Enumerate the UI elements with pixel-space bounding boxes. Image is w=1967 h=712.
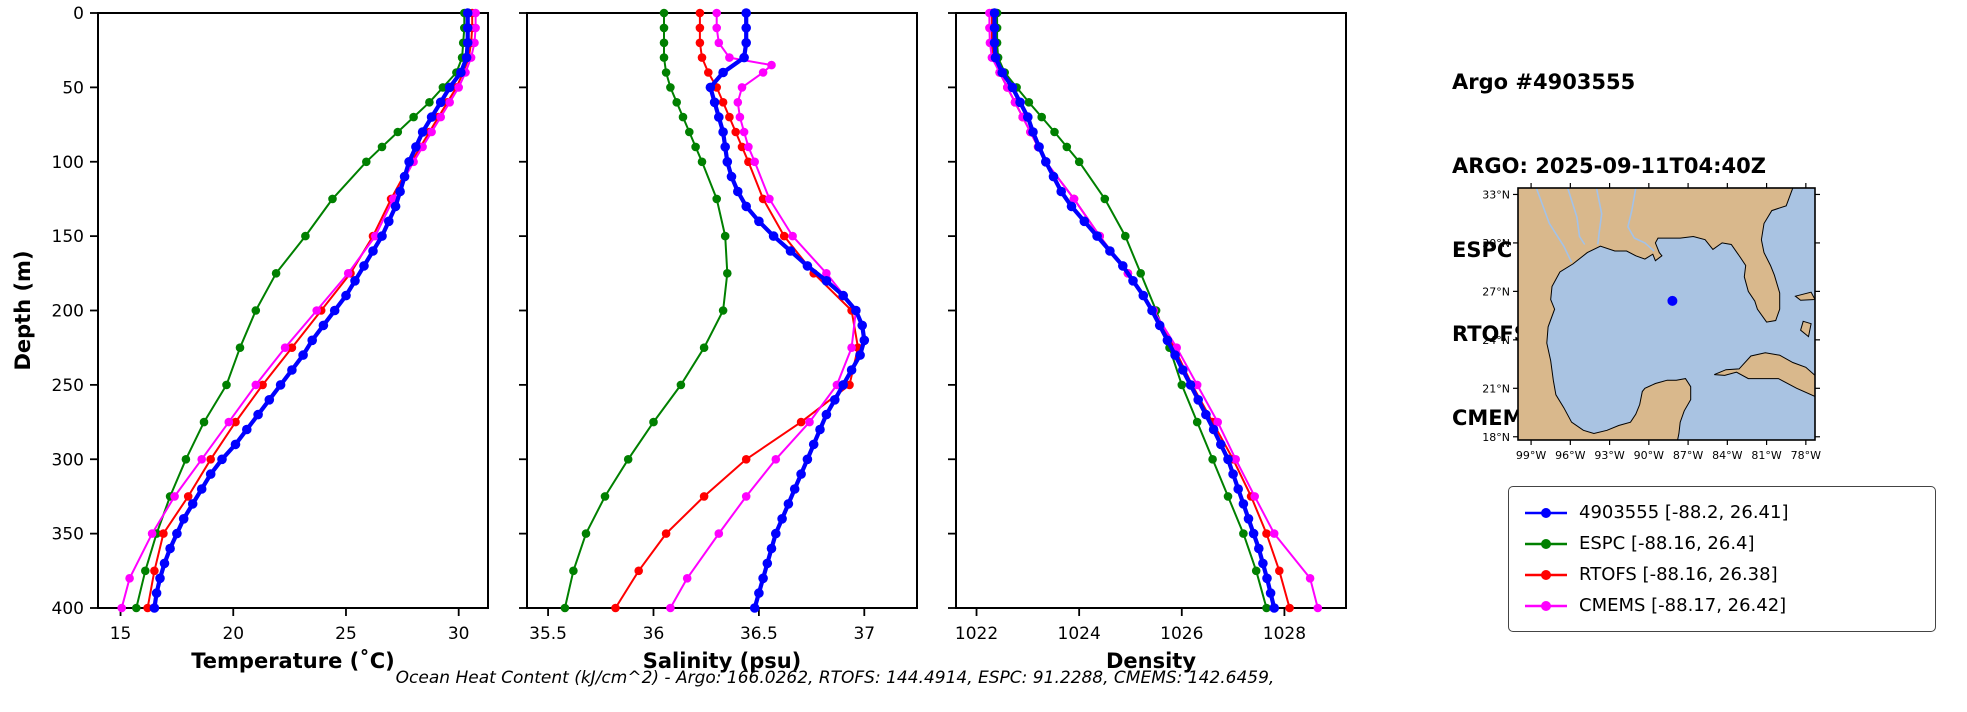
legend-entry-2: RTOFS [-88.16, 26.38] [1523,559,1921,590]
legend-marker-icon [1525,569,1567,580]
legend: 4903555 [-88.2, 26.41] ESPC [-88.16, 26.4… [1508,486,1936,632]
y-tick-label: 150 [52,227,84,247]
map-lat-label: 27°N [1482,285,1510,298]
legend-entry-label: CMEMS [-88.17, 26.42] [1579,595,1787,616]
series-CMEMS-line [669,12,857,609]
x-tick-label: 25 [335,624,357,644]
legend-entry-1: ESPC [-88.16, 26.4] [1523,528,1921,559]
float-location-dot [1667,295,1678,306]
argo-timestamp: ARGO: 2025-09-11T04:40Z [1452,154,1766,178]
map-lat-label: 33°N [1482,188,1510,201]
map-ticks: 33°N 30°N 27°N 24°N 21°N 18°N 99°W 96°W 93°W 90°W… [1482,183,1821,462]
y-tick-label: 200 [52,302,84,322]
map-lon-label: 78°W [1791,449,1821,462]
float-title: Argo #4903555 [1452,70,1636,94]
series-4903555-line [708,10,867,611]
x-tick-label: 20 [222,624,244,644]
map-lon-label: 90°W [1634,449,1664,462]
panel-frame [97,12,489,609]
panel-1: 35.5 36 36.5 37 Salinity (psu) [519,8,918,673]
series-ESPC-markers [132,8,469,613]
y-tick-label: 0 [73,4,84,24]
series-ESPC-markers [992,8,1271,613]
series-CMEMS-markers [666,8,861,613]
panel-2: 1022 1024 1026 1028 Density [948,8,1347,673]
series-4903555-markers [149,8,473,613]
x-tick-label: 36 [643,624,665,644]
series-ESPC-markers [560,8,732,613]
y-axis-label: Depth (m) [11,250,35,370]
legend-marker-icon [1525,538,1567,549]
series-4903555-markers [989,8,1279,613]
legend-entry-0: 4903555 [-88.2, 26.41] [1523,497,1921,528]
map-lon-label: 81°W [1751,449,1781,462]
series-CMEMS-line [120,12,477,609]
series-4903555-markers [705,8,870,613]
panel-frame [526,12,918,609]
panel-frame [955,12,1347,609]
profile-charts: 15 20 25 30050100150200250300350400Temperat… [11,4,1347,673]
legend-entry-label: RTOFS [-88.16, 26.38] [1579,564,1778,585]
map-lon-label: 84°W [1712,449,1742,462]
map-lon-label: 93°W [1594,449,1624,462]
x-axis-label: Salinity (psu) [643,649,802,673]
x-tick-label: 1028 [1263,624,1306,644]
x-axis-label: Density [1106,649,1196,673]
x-tick-label: 35.5 [529,624,567,644]
legend-entry-3: CMEMS [-88.17, 26.42] [1523,590,1921,621]
y-tick-label: 50 [62,78,84,98]
x-tick-label: 37 [853,624,875,644]
map-rivers [1535,188,1655,263]
legend-entry-label: ESPC [-88.16, 26.4] [1579,533,1755,554]
y-tick-label: 100 [52,153,84,173]
legend-marker-icon [1525,507,1567,518]
x-tick-label: 1026 [1160,624,1203,644]
panel-0: 15 20 25 30050100150200250300350400Temperat… [52,4,489,673]
map-lon-label: 99°W [1516,449,1546,462]
y-tick-label: 300 [52,450,84,470]
map-land [1518,188,1815,440]
x-axis-label: Temperature (˚C) [191,649,394,673]
map-frame [1517,187,1816,441]
y-tick-label: 350 [52,525,84,545]
x-tick-label: 1022 [955,624,998,644]
series-RTOFS-markers [611,8,863,613]
legend-marker-icon [1525,600,1567,611]
y-tick-label: 250 [52,376,84,396]
series-RTOFS-line [146,12,474,609]
x-tick-label: 30 [448,624,470,644]
map-lon-label: 87°W [1673,449,1703,462]
series-ESPC-line [996,12,1268,609]
x-tick-label: 1024 [1058,624,1101,644]
map-lat-label: 30°N [1482,237,1510,250]
map-lon-label: 96°W [1555,449,1585,462]
location-map: 33°N 30°N 27°N 24°N 21°N 18°N 99°W 96°W 93°W 90°W… [1482,183,1821,462]
series-ESPC-line [563,12,729,609]
series-CMEMS-markers [117,8,480,613]
map-lat-label: 24°N [1482,334,1510,347]
series-4903555-line [152,10,470,611]
legend-entry-label: 4903555 [-88.2, 26.41] [1579,502,1789,523]
x-tick-label: 36.5 [740,624,778,644]
map-lat-label: 21°N [1482,382,1510,395]
x-tick-label: 15 [110,624,132,644]
ocean-heat-content-text: Ocean Heat Content (kJ/cm^2) - Argo: 166… [395,668,1275,688]
series-4903555-line [992,10,1277,611]
y-tick-label: 400 [52,599,84,619]
map-lat-label: 18°N [1482,431,1510,444]
